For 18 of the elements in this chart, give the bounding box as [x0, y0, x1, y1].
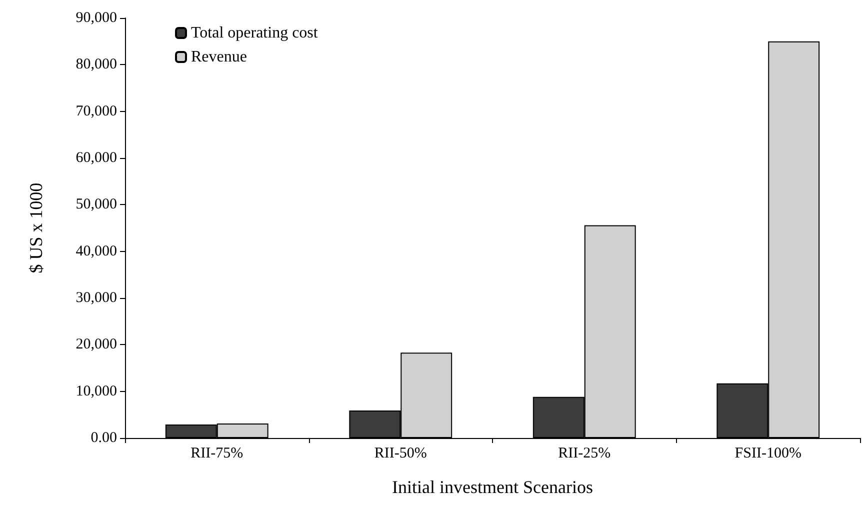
y-tick-label: 70,000 [76, 103, 117, 120]
y-tick-label: 0.00 [90, 430, 117, 446]
x-tick-label: RII-50% [374, 446, 427, 462]
legend-label: Total operating cost [191, 24, 318, 42]
y-tick-label: 80,000 [76, 56, 117, 73]
legend-label: Revenue [191, 48, 247, 66]
y-tick-label: 20,000 [76, 336, 117, 353]
y-tick-label: 60,000 [76, 150, 117, 166]
y-tick-label: 40,000 [76, 243, 117, 260]
y-axis-title: $ US x 1000 [26, 182, 46, 274]
x-tick-label: FSII-100% [734, 446, 802, 462]
y-tick-label: 90,000 [76, 10, 117, 26]
x-tick-label: RII-25% [558, 446, 611, 462]
x-tick-label: RII-75% [190, 446, 244, 462]
y-tick-label: 30,000 [76, 290, 117, 306]
x-axis-title: Initial investment Scenarios [392, 477, 593, 497]
y-tick-label: 10,000 [76, 383, 117, 400]
y-tick-label: 50,000 [76, 196, 117, 213]
